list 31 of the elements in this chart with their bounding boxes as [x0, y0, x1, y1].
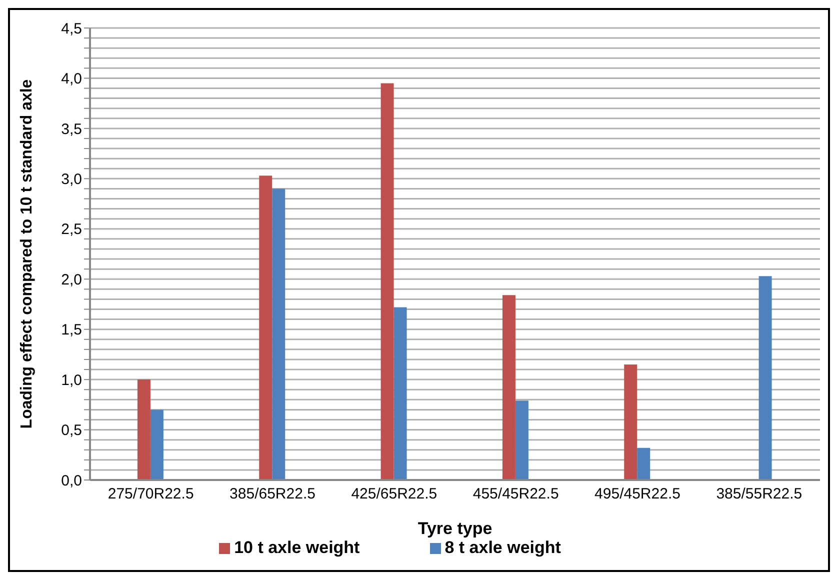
bar — [758, 276, 772, 480]
legend-label: 10 t axle weight — [234, 538, 360, 557]
bar — [502, 295, 516, 480]
x-tick-label: 495/45R22.5 — [594, 486, 680, 503]
y-tick-label: 0,5 — [61, 422, 82, 440]
x-axis-title: Tyre type — [418, 519, 492, 538]
y-tick-label: 0,0 — [61, 472, 82, 490]
bar — [380, 83, 394, 480]
bar — [137, 380, 150, 480]
bar — [272, 188, 286, 480]
x-tick-label: 425/65R22.5 — [351, 486, 438, 503]
y-tick-label: 1,0 — [61, 372, 82, 389]
bar — [394, 307, 407, 480]
x-tick-label: 455/45R22.5 — [472, 486, 559, 503]
bar — [515, 400, 528, 480]
bar — [259, 176, 272, 480]
y-tick-label: 3,0 — [61, 170, 82, 188]
y-tick-label: 3,5 — [61, 120, 82, 138]
y-tick-label: 2,5 — [61, 221, 82, 238]
y-tick-label: 1,5 — [61, 322, 82, 339]
bar — [624, 364, 638, 480]
legend-label: 8 t axle weight — [444, 538, 561, 557]
bar — [637, 448, 650, 480]
x-tick-label: 385/65R22.5 — [230, 486, 316, 503]
bar — [150, 410, 164, 480]
y-tick-label: 2,0 — [61, 271, 82, 288]
x-tick-label: 275/70R22.5 — [108, 486, 194, 503]
x-tick-label: 385/55R22.5 — [716, 486, 802, 503]
y-axis-title: Loading effect compared to 10 t standard axle — [18, 79, 36, 429]
y-tick-label: 4,0 — [61, 70, 82, 88]
y-tick-label: 4,5 — [61, 20, 82, 38]
